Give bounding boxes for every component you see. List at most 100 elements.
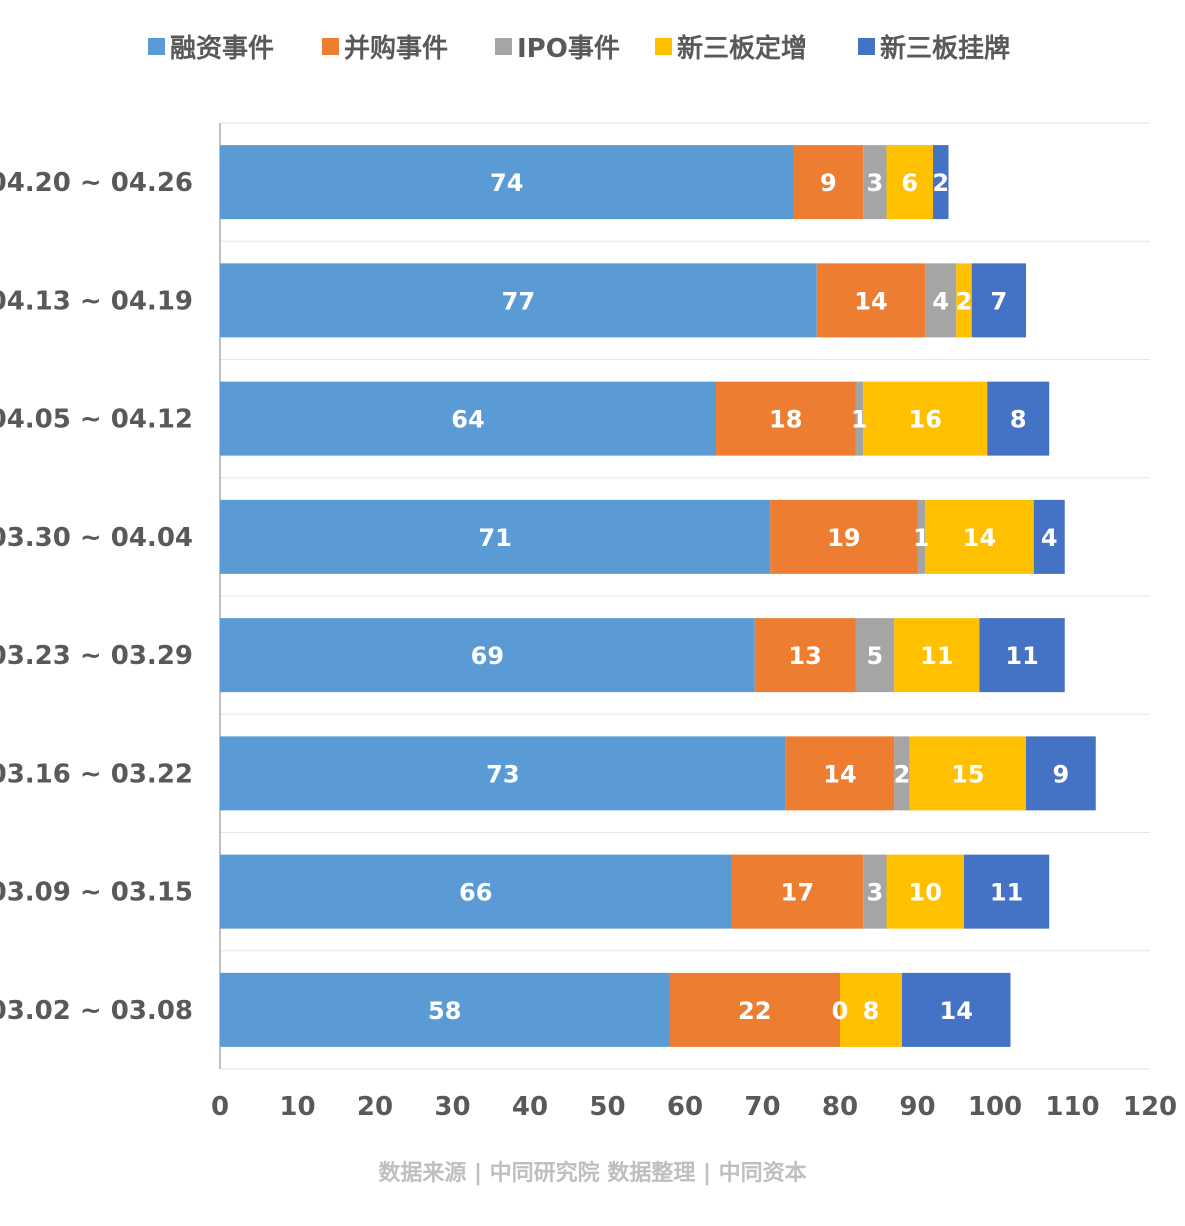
legend-swatch-4: [655, 38, 672, 55]
bar-segment-3: [863, 854, 887, 929]
bar-segment-3: [925, 263, 957, 338]
data-label: 4: [932, 287, 949, 315]
bar-segment-1: [220, 145, 794, 220]
data-label: 9: [1053, 760, 1070, 788]
data-label: 11: [990, 879, 1023, 907]
bar-segment-2: [669, 972, 840, 1047]
data-label: 8: [1010, 406, 1027, 434]
x-tick-label: 30: [434, 1092, 470, 1122]
bar-segment-3: [917, 499, 926, 574]
category-label: 03.02 ~ 03.08: [0, 996, 193, 1026]
data-label: 73: [486, 760, 519, 788]
bar-segment-2: [754, 618, 856, 693]
data-label: 0: [832, 997, 849, 1025]
data-label: 18: [769, 406, 802, 434]
data-label: 17: [781, 879, 814, 907]
x-tick-label: 60: [667, 1092, 703, 1122]
category-label: 04.13 ~ 04.19: [0, 286, 193, 316]
data-label: 22: [738, 997, 771, 1025]
data-label: 3: [867, 879, 884, 907]
legend-swatch-2: [322, 38, 339, 55]
bar-segment-4: [886, 854, 964, 929]
legend-label-5: 新三板挂牌: [880, 33, 1010, 64]
bar-segment-3: [855, 618, 895, 693]
bar-segment-5: [933, 145, 949, 220]
legend-swatch-3: [495, 38, 512, 55]
bar-segment-5: [902, 972, 1011, 1047]
data-label: 14: [854, 287, 887, 315]
bar-segment-2: [731, 854, 864, 929]
category-labels: 04.20 ~ 04.26 04.13 ~ 04.19 04.05 ~ 04.12 0…: [0, 168, 193, 1026]
data-label: 16: [909, 406, 942, 434]
x-tick-label: 70: [744, 1092, 780, 1122]
bar-segment-4: [925, 499, 1034, 574]
data-label: 14: [823, 760, 856, 788]
category-label: 03.16 ~ 03.22: [0, 759, 193, 789]
data-label: 4: [1041, 524, 1058, 552]
data-label: 71: [478, 524, 511, 552]
data-label: 66: [459, 879, 492, 907]
bar-segment-3: [894, 736, 910, 811]
data-label: 11: [1005, 642, 1038, 670]
data-label: 64: [451, 406, 484, 434]
bar-segment-2: [793, 145, 864, 220]
bar-segment-4: [886, 145, 933, 220]
data-labels: 74 9 3 6 277 14 4 2 764 18 1 16 871 19 1 14 469 13 5 11 1173…: [428, 169, 1069, 1025]
data-label: 2: [956, 287, 973, 315]
bar-segment-1: [220, 381, 716, 456]
category-label: 04.05 ~ 04.12: [0, 405, 193, 435]
data-label: 15: [951, 760, 984, 788]
bar-segment-5: [964, 854, 1050, 929]
data-label: 19: [827, 524, 860, 552]
data-label: 9: [820, 169, 837, 197]
bar-segment-1: [220, 263, 817, 338]
x-tick-label: 50: [589, 1092, 625, 1122]
x-tick-label: 110: [1045, 1092, 1099, 1122]
data-label: 7: [991, 287, 1008, 315]
legend-label-2: 并购事件: [344, 33, 448, 64]
data-label: 69: [471, 642, 504, 670]
bar-segment-5: [1033, 499, 1065, 574]
legend: 融资事件 并购事件 IPO事件 新三板定增 新三板挂牌: [148, 33, 1010, 64]
data-label: 3: [867, 169, 884, 197]
data-label: 14: [963, 524, 996, 552]
data-label: 5: [867, 642, 884, 670]
x-tick-label: 100: [968, 1092, 1022, 1122]
x-tick-label: 80: [822, 1092, 858, 1122]
legend-label-1: 融资事件: [170, 34, 274, 64]
bar-segment-2: [785, 736, 895, 811]
data-label: 2: [894, 760, 911, 788]
data-label: 77: [502, 287, 535, 315]
legend-label-3: IPO事件: [517, 34, 620, 64]
legend-label-4: 新三板定增: [677, 33, 807, 64]
bar-segment-1: [220, 854, 732, 929]
legend-swatch-5: [858, 38, 875, 55]
data-label: 58: [428, 997, 461, 1025]
x-tick-label: 90: [899, 1092, 935, 1122]
data-label: 1: [913, 524, 930, 552]
bar-segment-1: [220, 972, 670, 1047]
bar-segment-4: [956, 263, 972, 338]
x-tick-label: 40: [512, 1092, 548, 1122]
x-axis-ticks: 0 10 20 30 40 50 60 70 80 90 100 110 120: [211, 1092, 1177, 1122]
category-label: 03.30 ~ 04.04: [0, 523, 193, 553]
bar-segment-4: [840, 972, 902, 1047]
data-label: 14: [940, 997, 973, 1025]
bar-segment-1: [220, 499, 771, 574]
bar-segment-1: [220, 618, 755, 693]
x-tick-label: 10: [279, 1092, 315, 1122]
bar-segment-5: [987, 381, 1050, 456]
data-label: 1: [851, 406, 868, 434]
x-tick-label: 120: [1123, 1092, 1177, 1122]
bar-segment-1: [220, 736, 786, 811]
category-label: 03.23 ~ 03.29: [0, 641, 193, 671]
data-label: 13: [788, 642, 821, 670]
bar-segment-5: [1026, 736, 1096, 811]
bar-segment-3: [855, 381, 864, 456]
data-label: 8: [863, 997, 880, 1025]
bar-segment-2: [716, 381, 856, 456]
data-label: 6: [901, 169, 918, 197]
bar-segment-4: [894, 618, 980, 693]
data-label: 11: [920, 642, 953, 670]
